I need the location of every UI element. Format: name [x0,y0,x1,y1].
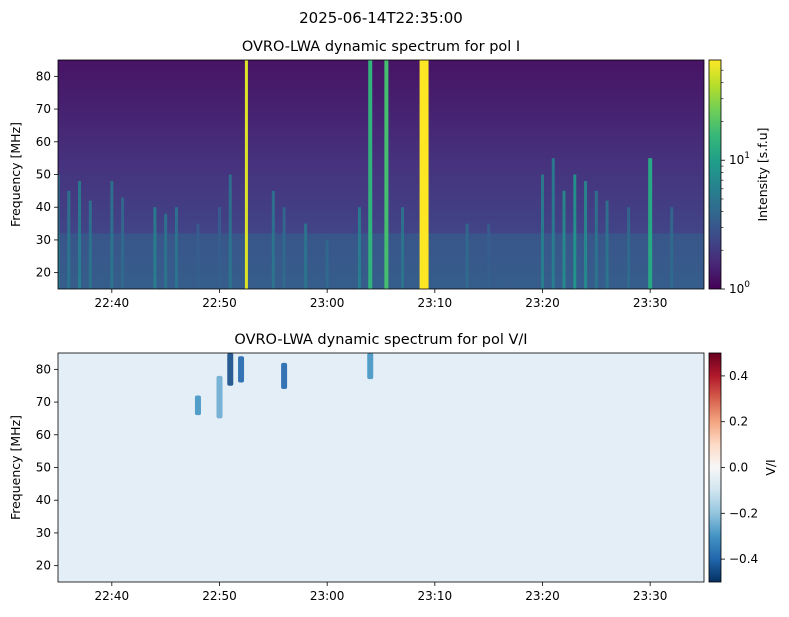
panel-title-intensity: OVRO-LWA dynamic spectrum for pol I [242,39,520,55]
x-tick-label: 23:20 [525,589,560,603]
burst-mark [325,239,329,289]
polarization-feature [227,353,234,386]
y-tick-label: 70 [36,102,51,116]
x-tick-label: 23:30 [633,589,668,603]
burst-mark [594,190,598,289]
x-tick-label: 22:50 [202,589,237,603]
burst-mark [541,174,544,289]
x-tick-label: 23:20 [525,296,560,310]
burst-mark [384,60,389,289]
burst-mark [584,181,588,289]
burst-mark [244,60,248,289]
burst-mark [58,174,60,289]
y-tick-label: 80 [36,362,51,376]
burst-mark [304,223,308,289]
polarization-feature [216,375,223,419]
burst-mark [419,60,429,289]
y-tick-label: 80 [36,69,51,83]
y-axis-label-intensity: Frequency [MHz] [8,122,23,227]
burst-mark [78,181,82,289]
y-tick-label: 40 [36,200,51,214]
y-tick-label: 50 [36,168,51,182]
x-axis-intensity: 22:40 22:50 23:00 23:10 23:20 23:30 [95,289,668,310]
burst-mark [627,207,631,289]
colorbar-polarization [708,352,722,583]
y-axis-label-polarization: Frequency [MHz] [8,415,23,520]
burst-mark [88,200,92,289]
x-tick-label: 23:10 [418,589,453,603]
colorbar-tick-label: −0.2 [729,506,758,520]
burst-mark [67,190,71,289]
y-tick-label: 50 [36,461,51,475]
colorbar-label-intensity: Intensity [s.f.u] [755,127,770,221]
burst-mark [562,190,566,289]
colorbar-label-polarization: V/I [763,459,778,475]
burst-mark [670,207,674,289]
y-tick-label: 30 [36,526,51,540]
colorbar-tick-label: 0.4 [729,369,748,383]
burst-mark [282,207,286,289]
heatmap-polarization [194,353,374,419]
burst-mark [465,223,469,289]
x-tick-label: 23:00 [310,296,345,310]
panel-intensity: OVRO-LWA dynamic spectrum for pol I 20 30… [8,39,770,310]
burst-mark [648,158,653,289]
x-tick-label: 22:40 [95,296,130,310]
x-tick-label: 23:10 [418,296,453,310]
burst-mark [164,213,168,289]
burst-mark [401,207,405,289]
heatmap-intensity [58,60,704,289]
burst-mark [487,223,491,289]
burst-mark [110,181,114,289]
polarization-feature [238,356,245,383]
y-axis-polarization: 20 30 40 50 60 70 80 [36,362,58,573]
polarization-feature [194,395,201,416]
x-tick-label: 22:40 [95,589,130,603]
x-tick-label: 23:00 [310,589,345,603]
y-tick-label: 70 [36,395,51,409]
y-tick-label: 40 [36,493,51,507]
heatmap-background-polarization [58,353,704,582]
burst-mark [605,200,609,289]
burst-mark [573,174,577,289]
burst-mark [357,207,361,289]
burst-mark [228,174,232,289]
polarization-feature [281,362,288,389]
burst-mark [368,60,373,289]
burst-mark [551,158,555,289]
x-tick-label: 23:30 [633,296,668,310]
burst-mark [121,197,125,289]
burst-mark [174,207,178,289]
colorbar-tick-label: 0.0 [729,461,748,475]
y-tick-label: 30 [36,233,51,247]
burst-mark [153,207,157,289]
y-tick-label: 20 [36,266,51,280]
y-tick-label: 20 [36,559,51,573]
y-tick-label: 60 [36,135,51,149]
colorbar-tick-label: −0.4 [729,552,758,566]
colorbar-tick-label: 100 [729,280,750,296]
colorbar-ticks-intensity: 100 101 [721,69,750,296]
polarization-feature [367,353,374,380]
burst-mark [271,190,275,289]
colorbar-intensity [708,59,722,290]
x-axis-polarization: 22:40 22:50 23:00 23:10 23:20 23:30 [95,582,668,603]
y-axis-intensity: 20 30 40 50 60 70 80 [36,69,58,280]
x-tick-label: 22:50 [202,296,237,310]
colorbar-ticks-polarization: 0.4 0.2 0.0 −0.2 −0.4 [721,369,758,566]
colorbar-tick-label: 101 [729,151,750,167]
burst-mark [196,223,200,289]
figure-title: 2025-06-14T22:35:00 [299,9,463,27]
burst-mark [218,207,221,289]
y-tick-label: 60 [36,428,51,442]
panel-polarization: OVRO-LWA dynamic spectrum for pol V/I 20… [8,332,778,603]
panel-title-polarization: OVRO-LWA dynamic spectrum for pol V/I [234,332,527,348]
colorbar-tick-label: 0.2 [729,415,748,429]
